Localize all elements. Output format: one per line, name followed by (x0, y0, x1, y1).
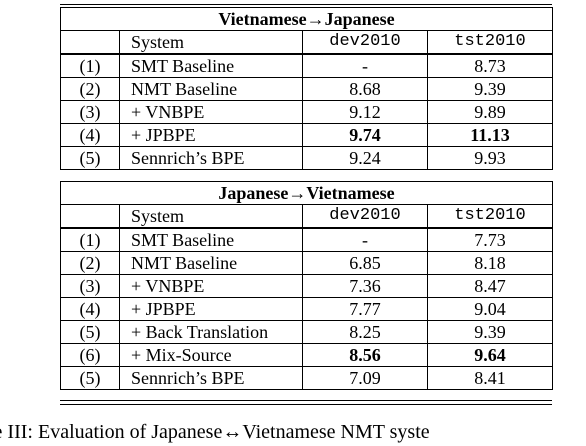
table-row: (1) SMT Baseline -7.73 (60, 227, 553, 252)
table-row: (3) + VNBPE 7.36 8.47 (60, 274, 553, 298)
dev2010-score: 8.25 (302, 320, 428, 344)
header-system: System (119, 204, 303, 229)
header-row: System dev2010 tst2010 (60, 204, 553, 229)
header-row: System dev2010 tst2010 (60, 30, 553, 55)
tst2010-score: 11.13 (427, 123, 553, 147)
bottom-rule-1 (60, 400, 552, 401)
header-index (60, 30, 120, 55)
dev2010-score: 7.09 (302, 366, 428, 390)
tst2010-score: 9.04 (427, 297, 553, 321)
table-caption: ble III: Evaluation of Japanese↔Vietname… (0, 421, 430, 443)
tst2010-score: 9.93 (427, 146, 553, 170)
system-name: + VNBPE (119, 274, 303, 298)
tst2010-score: 9.89 (427, 100, 553, 124)
table-row: (5) Sennrich’s BPE 7.09 8.41 (60, 366, 553, 390)
tst2010-score: 9.64 (427, 343, 553, 367)
header-tst2010: tst2010 (427, 30, 553, 55)
dev2010-score: 9.12 (302, 100, 428, 124)
top-rule (60, 4, 552, 5)
header-tst2010: tst2010 (427, 204, 553, 229)
system-name: NMT Baseline (119, 77, 303, 101)
row-number: (5) (60, 366, 120, 390)
system-name: Sennrich’s BPE (119, 366, 303, 390)
system-name: + JPBPE (119, 297, 303, 321)
row-number: (5) (60, 146, 120, 170)
vi-ja-results-table: Vietnamese→Japanese System dev2010 tst20… (60, 7, 553, 170)
system-name: + Mix-Source (119, 343, 303, 367)
bottom-rule-2 (60, 404, 552, 405)
dev2010-score: - (302, 227, 428, 252)
table-row: (1) SMT Baseline -8.73 (60, 53, 553, 78)
tst2010-score: 8.41 (427, 366, 553, 390)
table-title-row: Japanese→Vietnamese (60, 181, 553, 205)
tst2010-score: 7.73 (427, 227, 553, 252)
row-number: (6) (60, 343, 120, 367)
table-row: (2) NMT Baseline 6.85 8.18 (60, 251, 553, 275)
system-name: + JPBPE (119, 123, 303, 147)
dev2010-score: 8.68 (302, 77, 428, 101)
row-number: (4) (60, 297, 120, 321)
header-index (60, 204, 120, 229)
system-name: SMT Baseline (119, 227, 303, 252)
header-dev2010: dev2010 (302, 30, 428, 55)
table-row: (5) + Back Translation 8.25 9.39 (60, 320, 553, 344)
system-name: SMT Baseline (119, 53, 303, 78)
system-name: NMT Baseline (119, 251, 303, 275)
table-row: (4) + JPBPE 7.77 9.04 (60, 297, 553, 321)
table-row: (4) + JPBPE 9.74 11.13 (60, 123, 553, 147)
dev2010-score: 9.24 (302, 146, 428, 170)
dev2010-score: 6.85 (302, 251, 428, 275)
row-number: (2) (60, 251, 120, 275)
dev2010-score: 7.77 (302, 297, 428, 321)
row-number: (4) (60, 123, 120, 147)
dev2010-score: 7.36 (302, 274, 428, 298)
system-name: + Back Translation (119, 320, 303, 344)
table-row: (2) NMT Baseline 8.68 9.39 (60, 77, 553, 101)
table-row: (3) + VNBPE 9.12 9.89 (60, 100, 553, 124)
header-system: System (119, 30, 303, 55)
dev2010-score: 8.56 (302, 343, 428, 367)
table-row: (6) + Mix-Source 8.56 9.64 (60, 343, 553, 367)
row-number: (1) (60, 227, 120, 252)
tst2010-score: 8.73 (427, 53, 553, 78)
table-title-row: Vietnamese→Japanese (60, 7, 553, 31)
table-row: (5) Sennrich’s BPE 9.24 9.93 (60, 146, 553, 170)
tst2010-score: 9.39 (427, 320, 553, 344)
row-number: (2) (60, 77, 120, 101)
row-number: (3) (60, 100, 120, 124)
row-number: (5) (60, 320, 120, 344)
system-name: Sennrich’s BPE (119, 146, 303, 170)
table-title: Vietnamese→Japanese (60, 7, 553, 31)
tst2010-score: 9.39 (427, 77, 553, 101)
ja-vi-results-table: Japanese→Vietnamese System dev2010 tst20… (60, 181, 553, 390)
row-number: (3) (60, 274, 120, 298)
dev2010-score: 9.74 (302, 123, 428, 147)
header-dev2010: dev2010 (302, 204, 428, 229)
system-name: + VNBPE (119, 100, 303, 124)
tst2010-score: 8.47 (427, 274, 553, 298)
dev2010-score: - (302, 53, 428, 78)
table-title: Japanese→Vietnamese (60, 181, 553, 205)
tst2010-score: 8.18 (427, 251, 553, 275)
row-number: (1) (60, 53, 120, 78)
